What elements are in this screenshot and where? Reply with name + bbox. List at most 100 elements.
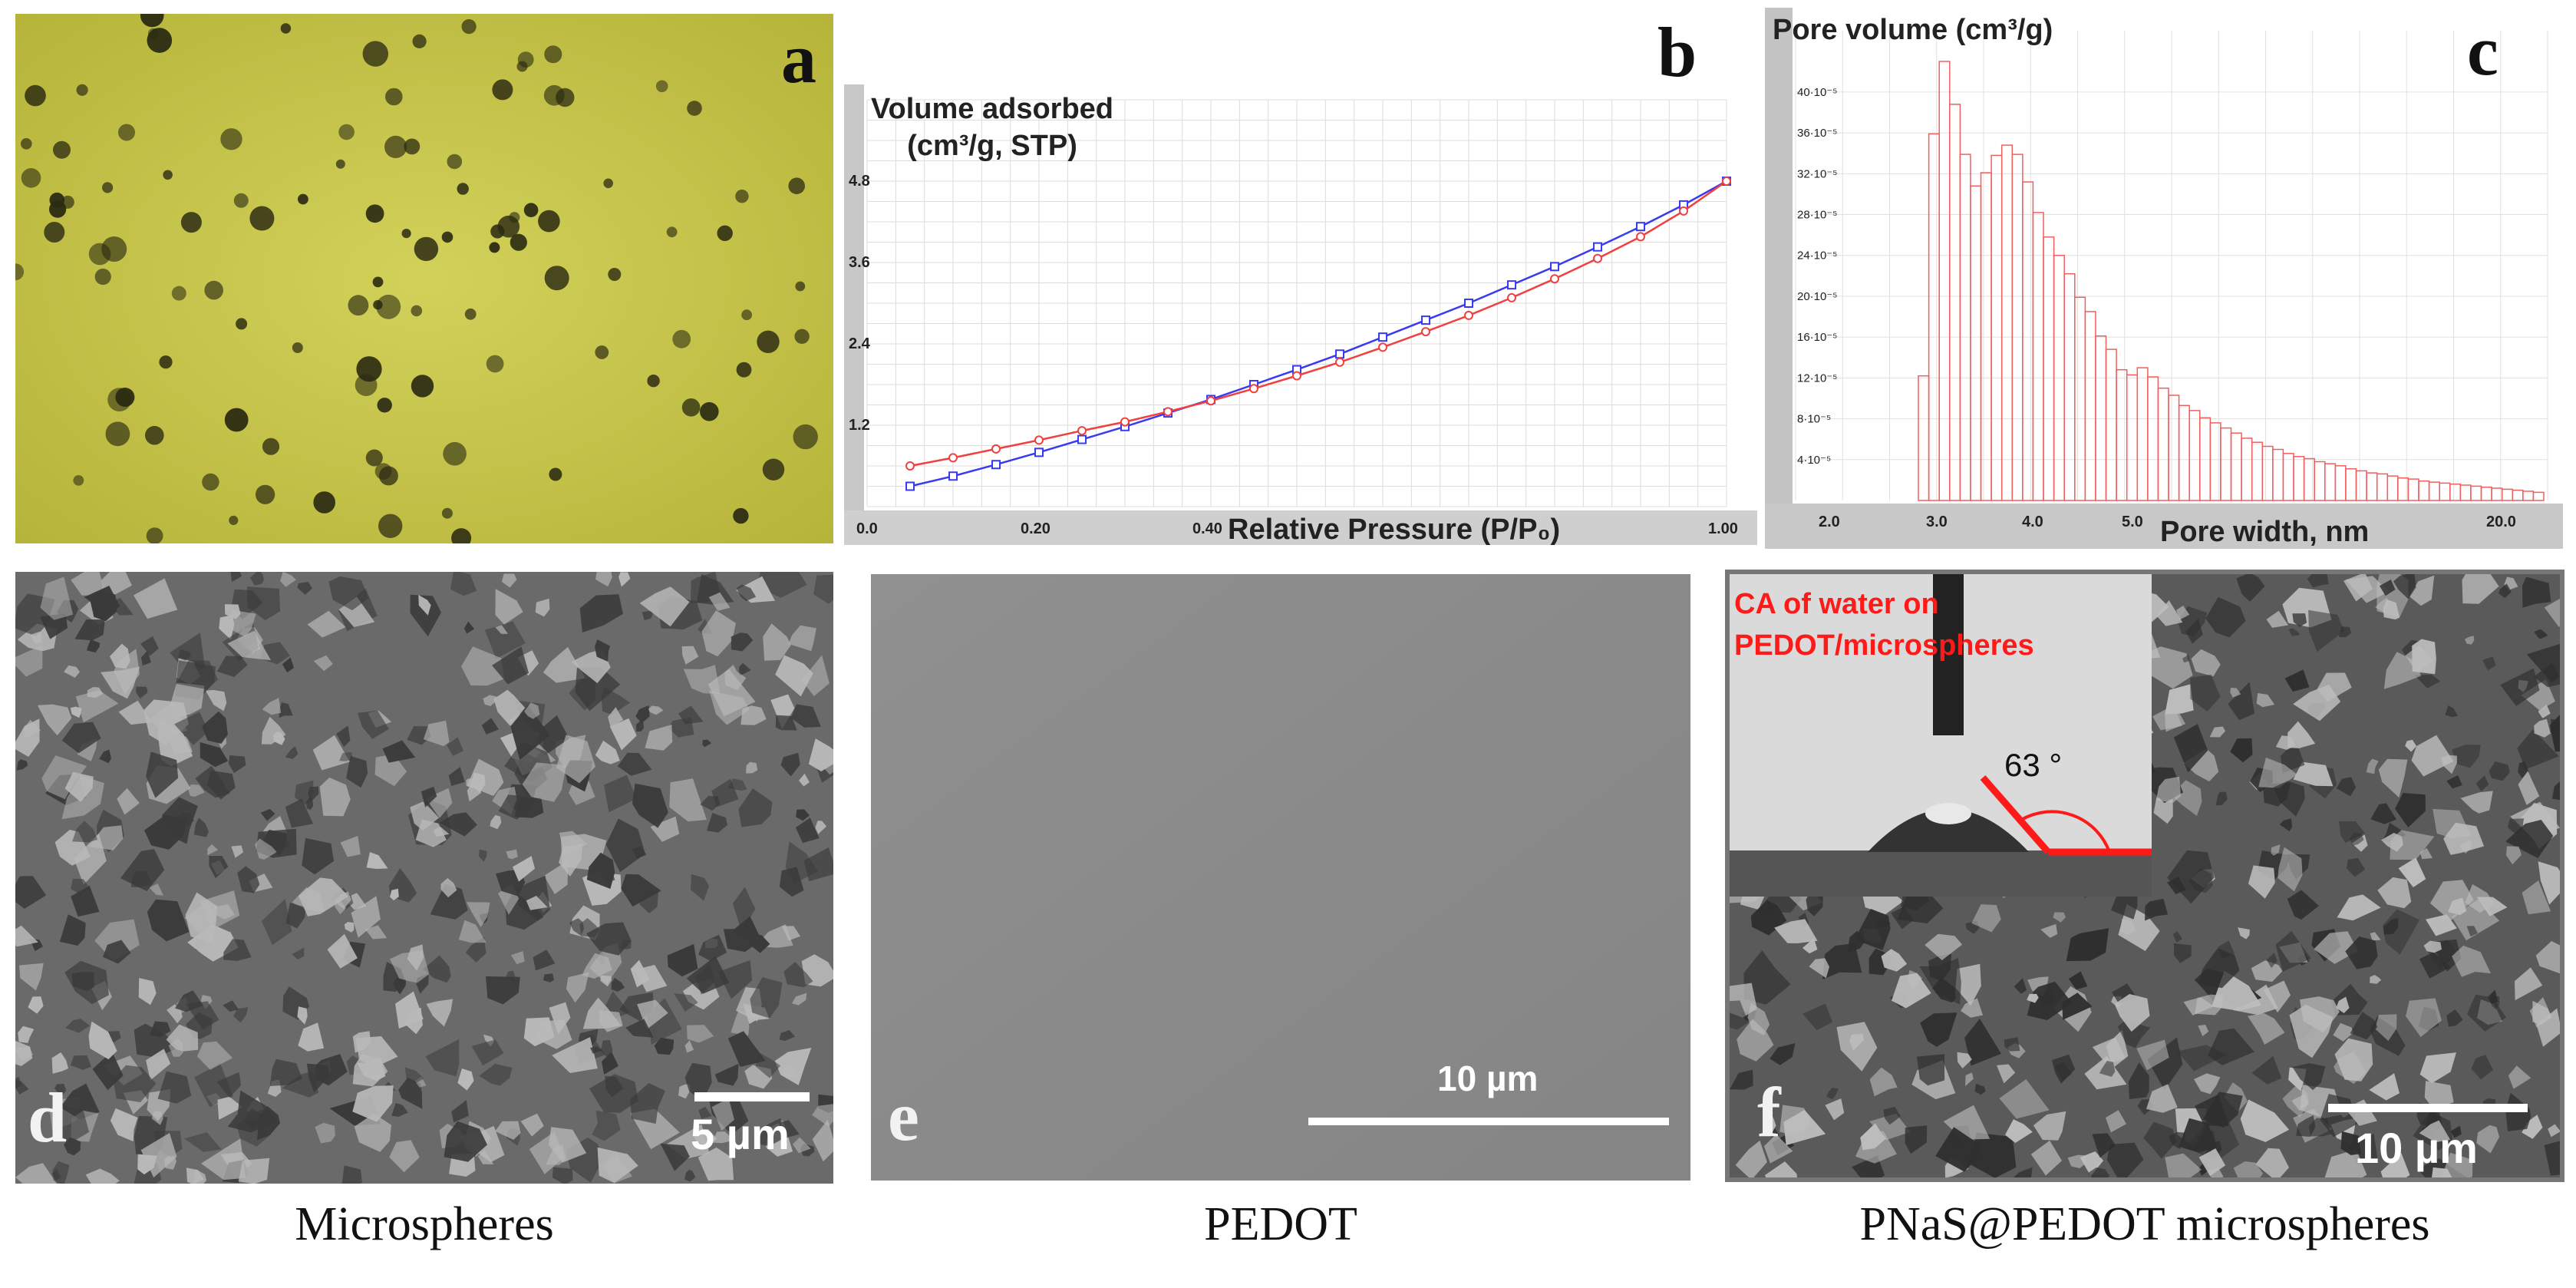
surface-flake (775, 715, 797, 731)
surface-flake (2498, 583, 2512, 599)
surface-flake (2429, 880, 2474, 921)
adsorption-point (1077, 434, 1087, 444)
surface-flake (390, 888, 399, 900)
particle (510, 233, 527, 251)
surface-flake (630, 959, 650, 988)
desorption-point (1163, 407, 1173, 417)
surface-flake (366, 852, 388, 869)
surface-flake (792, 1137, 811, 1154)
surface-flake (177, 649, 192, 661)
isotherm-xlabel: Relative Pressure (P/P₀) (1228, 514, 1560, 545)
surface-flake (444, 1121, 487, 1162)
surface-flake (738, 788, 773, 827)
surface-flake (257, 1105, 280, 1141)
surface-flake (592, 1110, 621, 1141)
pore-xlabel: Pore width, nm (2160, 516, 2369, 548)
histogram-bar (2532, 491, 2545, 501)
surface-flake (1935, 1127, 1981, 1172)
surface-flake (684, 1169, 696, 1182)
surface-flake (2248, 865, 2275, 899)
histogram-bar (1938, 61, 1951, 501)
surface-flake (2067, 1154, 2087, 1168)
surface-flake (2145, 898, 2169, 921)
surface-flake (448, 767, 465, 786)
surface-flake (185, 1001, 219, 1030)
surface-flake (2476, 1125, 2500, 1154)
surface-flake (64, 665, 80, 678)
surface-flake (775, 655, 813, 697)
surface-flake (2414, 674, 2441, 689)
surface-flake (15, 1041, 33, 1066)
surface-flake (404, 1007, 423, 1035)
particle (25, 84, 46, 107)
particle (735, 190, 749, 203)
surface-flake (801, 655, 830, 696)
histogram-bar (2449, 483, 2462, 501)
contact-angle-drawing (1730, 574, 2152, 897)
surface-flake (88, 1021, 117, 1060)
surface-flake (2188, 868, 2213, 893)
particle (236, 318, 248, 330)
surface-flake (2538, 705, 2551, 718)
surface-flake (549, 1002, 571, 1035)
surface-flake (2281, 740, 2305, 774)
surface-flake (691, 874, 709, 901)
desorption-point (1206, 396, 1215, 406)
surface-flake (2236, 574, 2265, 602)
surface-flake (2198, 948, 2240, 989)
surface-flake (779, 867, 804, 897)
surface-flake (2336, 996, 2350, 1013)
surface-flake (740, 705, 767, 725)
surface-flake (327, 933, 358, 969)
y-tick-label: 40·10⁻⁵ (1797, 86, 1838, 99)
surface-flake (40, 576, 74, 620)
surface-flake (739, 662, 751, 676)
surface-flake (707, 669, 756, 717)
particle (523, 203, 539, 217)
particle (544, 266, 569, 291)
particle (76, 84, 88, 96)
desorption-point (991, 444, 1001, 454)
sem-pedot-image (871, 574, 1690, 1181)
surface-flake (2258, 757, 2297, 788)
surface-flake (2278, 847, 2303, 892)
surface-flake (71, 972, 94, 992)
particle (595, 345, 609, 359)
surface-flake (770, 694, 795, 729)
histogram-bar (2136, 367, 2149, 501)
surface-flake (2182, 655, 2190, 663)
particle (180, 212, 202, 233)
surface-flake (188, 784, 205, 797)
surface-flake (447, 737, 463, 756)
surface-flake (724, 665, 747, 691)
particle (757, 330, 780, 353)
surface-flake (495, 1121, 521, 1140)
surface-flake (355, 1036, 398, 1068)
surface-flake (621, 940, 632, 949)
surface-flake (2452, 945, 2491, 977)
surface-flake (799, 773, 810, 787)
sem-microspheres-image (15, 572, 833, 1184)
surface-flake (783, 962, 813, 988)
surface-flake (2423, 940, 2442, 953)
particle (681, 398, 701, 417)
desorption-point (1550, 274, 1559, 284)
pore-histogram-plot: 4·10⁻⁵ 8·10⁻⁵ 12·10⁻⁵ 16·10⁻⁵ 20·10⁻⁵ 24·10⁻⁵… (1765, 8, 2563, 549)
surface-flake (120, 849, 165, 891)
particle (672, 329, 691, 348)
surface-flake (146, 751, 179, 798)
surface-flake (779, 1029, 796, 1041)
surface-flake (648, 705, 664, 715)
surface-flake (569, 918, 584, 936)
histogram-bar (1928, 133, 1940, 501)
surface-flake (2292, 613, 2307, 627)
desorption-point (905, 461, 915, 471)
histogram-bar (1918, 375, 1930, 501)
panel-a-optical-micrograph: a (15, 14, 833, 543)
surface-flake (2370, 932, 2381, 941)
surface-flake (233, 1007, 249, 1023)
surface-flake (532, 715, 569, 755)
histogram-bar (2084, 311, 2096, 501)
surface-flake (650, 816, 680, 842)
surface-flake (151, 1111, 163, 1125)
